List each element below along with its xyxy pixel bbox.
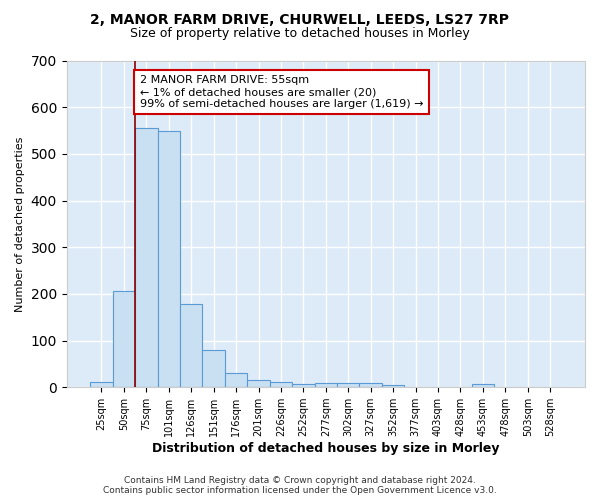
- Bar: [472, 384, 494, 387]
- Bar: [382, 386, 404, 387]
- Bar: [292, 384, 314, 387]
- Bar: [225, 373, 247, 387]
- Text: Contains HM Land Registry data © Crown copyright and database right 2024.
Contai: Contains HM Land Registry data © Crown c…: [103, 476, 497, 495]
- Text: 2, MANOR FARM DRIVE, CHURWELL, LEEDS, LS27 7RP: 2, MANOR FARM DRIVE, CHURWELL, LEEDS, LS…: [91, 12, 509, 26]
- Bar: [247, 380, 270, 387]
- Y-axis label: Number of detached properties: Number of detached properties: [15, 136, 25, 312]
- X-axis label: Distribution of detached houses by size in Morley: Distribution of detached houses by size …: [152, 442, 500, 455]
- Bar: [113, 290, 135, 387]
- Bar: [135, 128, 158, 387]
- Text: Size of property relative to detached houses in Morley: Size of property relative to detached ho…: [130, 28, 470, 40]
- Bar: [359, 384, 382, 387]
- Bar: [90, 382, 113, 387]
- Bar: [202, 350, 225, 387]
- Bar: [180, 304, 202, 387]
- Bar: [270, 382, 292, 387]
- Text: 2 MANOR FARM DRIVE: 55sqm
← 1% of detached houses are smaller (20)
99% of semi-d: 2 MANOR FARM DRIVE: 55sqm ← 1% of detach…: [140, 76, 423, 108]
- Bar: [158, 130, 180, 387]
- Bar: [314, 382, 337, 387]
- Bar: [337, 382, 359, 387]
